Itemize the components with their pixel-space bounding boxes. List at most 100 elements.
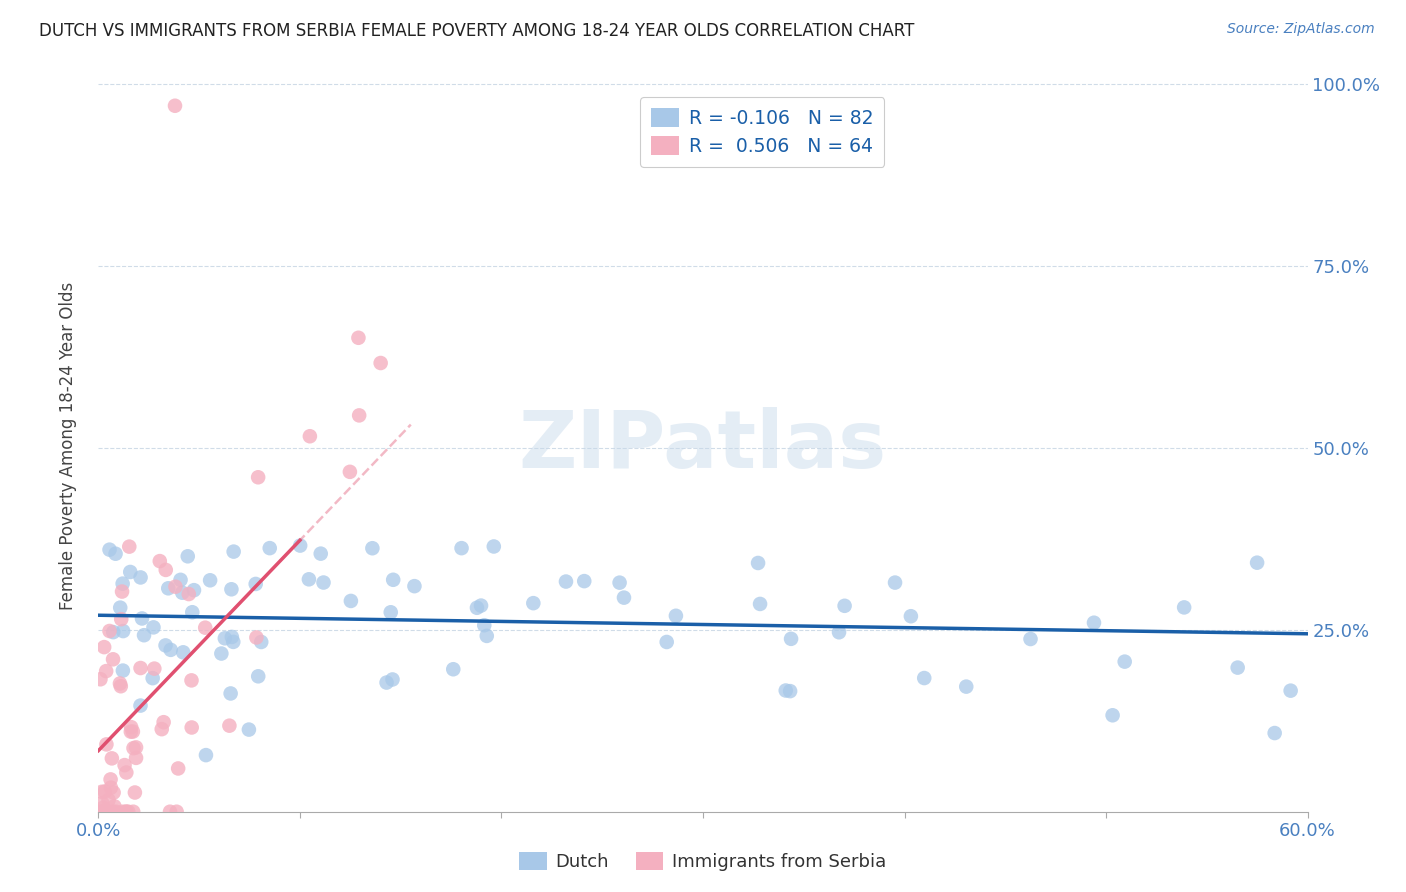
Point <box>98 624 121 638</box>
Point <box>522 596 544 610</box>
Point <box>90 785 112 799</box>
Point <box>98 542 121 557</box>
Point <box>347 331 370 345</box>
Point <box>482 540 505 554</box>
Point <box>93 805 115 819</box>
Point <box>110 600 132 615</box>
Point <box>96 738 118 752</box>
Point <box>91 796 114 810</box>
Point <box>122 724 145 739</box>
Point <box>104 805 127 819</box>
Point <box>94 805 117 819</box>
Point <box>120 724 142 739</box>
Point <box>115 765 138 780</box>
Point <box>159 805 181 819</box>
Legend: R = -0.106   N = 82, R =  0.506   N = 64: R = -0.106 N = 82, R = 0.506 N = 64 <box>640 97 884 167</box>
Point <box>96 664 118 678</box>
Point <box>381 673 404 687</box>
Point <box>900 609 922 624</box>
Point <box>177 549 200 564</box>
Point <box>118 540 141 554</box>
Point <box>111 805 134 819</box>
Point <box>111 576 134 591</box>
Point <box>111 584 134 599</box>
Point <box>103 786 125 800</box>
Point <box>828 625 851 640</box>
Point <box>1264 726 1286 740</box>
Point <box>309 547 332 561</box>
Point <box>834 599 856 613</box>
Point <box>1173 600 1195 615</box>
Point <box>382 573 405 587</box>
Text: DUTCH VS IMMIGRANTS FROM SERBIA FEMALE POVERTY AMONG 18-24 YEAR OLDS CORRELATION: DUTCH VS IMMIGRANTS FROM SERBIA FEMALE P… <box>39 22 915 40</box>
Point <box>150 722 173 736</box>
Point <box>775 683 797 698</box>
Point <box>120 565 142 579</box>
Point <box>259 541 281 555</box>
Point <box>155 639 177 653</box>
Point <box>93 640 115 654</box>
Point <box>129 661 152 675</box>
Point <box>238 723 260 737</box>
Point <box>94 805 117 819</box>
Point <box>103 799 125 814</box>
Point <box>104 547 127 561</box>
Point <box>247 669 270 683</box>
Point <box>665 608 688 623</box>
Point <box>143 662 166 676</box>
Point <box>100 780 122 795</box>
Point <box>91 801 114 815</box>
Point <box>340 594 363 608</box>
Point <box>172 585 194 599</box>
Point <box>112 624 135 638</box>
Point <box>470 599 492 613</box>
Point <box>380 605 402 619</box>
Point <box>142 620 165 634</box>
Point <box>221 582 243 597</box>
Point <box>165 580 187 594</box>
Text: ZIPatlas: ZIPatlas <box>519 407 887 485</box>
Point <box>157 582 180 596</box>
Legend: Dutch, Immigrants from Serbia: Dutch, Immigrants from Serbia <box>512 845 894 879</box>
Point <box>339 465 361 479</box>
Point <box>180 721 202 735</box>
Point <box>167 762 190 776</box>
Point <box>166 805 188 819</box>
Point <box>613 591 636 605</box>
Point <box>1083 615 1105 630</box>
Point <box>103 625 125 640</box>
Point <box>125 751 148 765</box>
Point <box>245 631 267 645</box>
Point <box>222 635 245 649</box>
Point <box>1226 660 1249 674</box>
Point <box>209 647 232 661</box>
Point <box>181 605 204 619</box>
Point <box>1279 683 1302 698</box>
Point <box>97 793 120 807</box>
Point <box>749 597 772 611</box>
Point <box>101 805 124 819</box>
Point <box>609 575 631 590</box>
Point <box>747 556 769 570</box>
Point <box>125 740 148 755</box>
Point <box>152 715 174 730</box>
Point <box>180 673 202 688</box>
Point <box>142 671 165 685</box>
Point <box>94 784 117 798</box>
Point <box>245 577 267 591</box>
Point <box>247 470 270 484</box>
Point <box>172 645 194 659</box>
Point <box>1114 655 1136 669</box>
Point <box>441 662 464 676</box>
Point <box>214 632 236 646</box>
Point <box>163 99 186 113</box>
Point <box>475 629 498 643</box>
Point <box>131 611 153 625</box>
Point <box>132 628 155 642</box>
Point <box>114 758 136 772</box>
Point <box>194 621 217 635</box>
Point <box>149 554 172 568</box>
Point <box>298 429 321 443</box>
Point <box>450 541 472 556</box>
Point <box>288 539 311 553</box>
